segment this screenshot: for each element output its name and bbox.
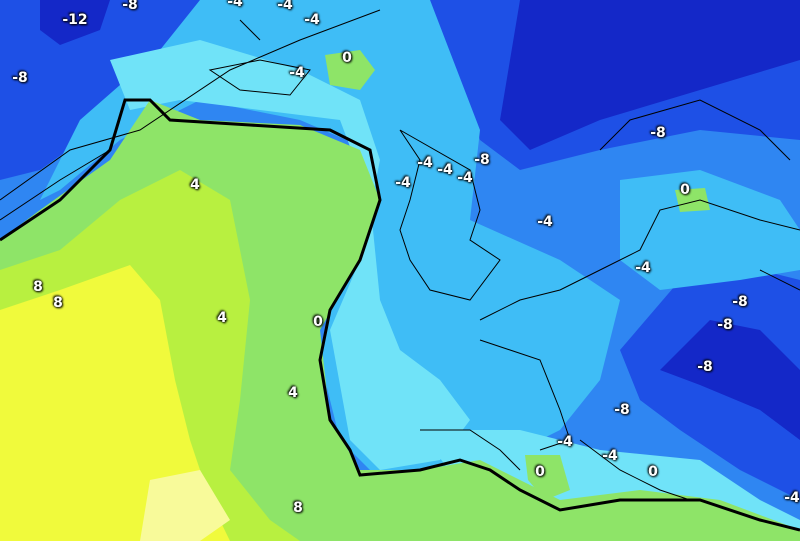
- isotherm-label: -4: [417, 155, 433, 171]
- isotherm-label: 8: [53, 295, 63, 311]
- isotherm-label: 0: [680, 182, 690, 198]
- very-cold-region-east: [660, 320, 800, 440]
- isotherm-label: -8: [614, 402, 630, 418]
- green-patch-denmark: [675, 188, 710, 212]
- isotherm-label: 8: [33, 279, 43, 295]
- isotherm-label: -8: [697, 359, 713, 375]
- isotherm-label: -8: [474, 152, 490, 168]
- isotherm-label: -4: [602, 448, 618, 464]
- yellow-region: [0, 265, 230, 541]
- green-patch-corsica: [525, 455, 570, 500]
- isotherm-label: -4: [289, 65, 305, 81]
- near-zero-region: [110, 40, 470, 470]
- isotherm-label: -12: [62, 12, 88, 28]
- isotherm-label: -4: [537, 214, 553, 230]
- isotherm-label: -8: [12, 70, 28, 86]
- isotherm-label: 0: [342, 50, 352, 66]
- isotherm-label: 0: [648, 464, 658, 480]
- isotherm-label: -4: [304, 12, 320, 28]
- isotherm-label: -4: [277, 0, 293, 13]
- isotherm-label: -8: [122, 0, 138, 13]
- isotherm-label: 0: [535, 464, 545, 480]
- coastlines: [0, 9, 800, 501]
- isotherm-label: 0: [313, 314, 323, 330]
- isotherm-label: 4: [217, 310, 227, 326]
- cold-region-northwest: [0, 0, 200, 180]
- green-patch-iceland: [325, 50, 375, 90]
- isotherm-label: -4: [227, 0, 243, 10]
- zero-degree-contour: [0, 98, 800, 532]
- isotherm-label: -8: [717, 317, 733, 333]
- very-cold-region-northeast: [500, 0, 800, 150]
- isotherm-label: -8: [732, 294, 748, 310]
- isotherm-label: 8: [293, 500, 303, 516]
- isotherm-label: -4: [437, 162, 453, 178]
- pale-yellow-patch: [140, 470, 230, 541]
- isotherm-label: 4: [288, 385, 298, 401]
- very-cold-region-northwest: [40, 0, 110, 45]
- mild-cold-region: [40, 0, 620, 480]
- mild-cold-region-east: [620, 170, 800, 290]
- isotherm-label: -4: [557, 434, 573, 450]
- isotherm-label: -4: [395, 175, 411, 191]
- isotherm-label: -4: [457, 170, 473, 186]
- isotherm-label: -4: [784, 490, 800, 506]
- isotherm-label: 4: [190, 177, 200, 193]
- isotherm-label: -8: [650, 125, 666, 141]
- isotherm-label: -4: [635, 260, 651, 276]
